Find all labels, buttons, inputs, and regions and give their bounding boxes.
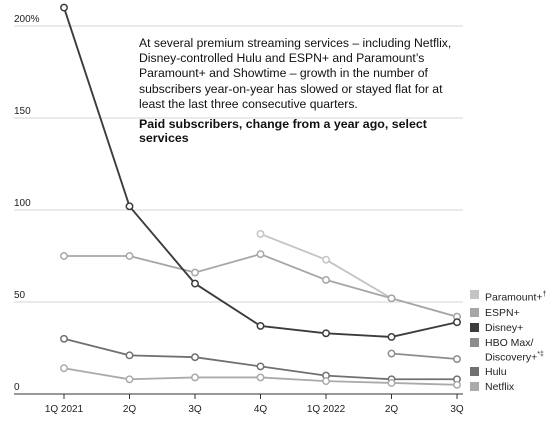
data-point <box>191 353 199 362</box>
legend-swatch-netflix <box>470 382 479 391</box>
series-espn <box>60 250 461 321</box>
data-point <box>387 379 396 387</box>
x-tick-label: 1Q 2022 <box>307 404 346 415</box>
series-line-paramount <box>260 233 458 318</box>
legend-label-espn: ESPN+ <box>485 306 520 319</box>
legend-item-hulu: Hulu <box>470 366 550 378</box>
legend-label-hulu: Hulu <box>485 366 507 378</box>
data-point <box>125 351 134 360</box>
data-point <box>60 252 68 260</box>
data-point <box>453 380 461 389</box>
series-layer <box>60 3 461 389</box>
x-tick-label: 1Q 2021 <box>45 404 84 415</box>
data-point <box>322 329 330 338</box>
data-point <box>191 279 199 288</box>
series-disney <box>60 3 461 341</box>
data-point <box>256 373 265 382</box>
data-point <box>191 373 199 382</box>
legend-swatch-espn <box>470 307 479 317</box>
data-point <box>387 294 396 303</box>
x-tick-label: 3Q <box>450 404 464 415</box>
legend-item-disney: Disney+ <box>470 322 550 334</box>
series-hbo-max-discovery <box>387 349 461 363</box>
legend-label-netflix: Netflix <box>485 381 515 393</box>
data-point <box>60 3 68 12</box>
y-tick-label: 150 <box>14 106 31 117</box>
data-point <box>387 349 396 358</box>
data-point <box>256 321 265 330</box>
y-tick-label: 50 <box>14 290 26 301</box>
legend-item-netflix: Netflix <box>470 381 550 393</box>
series-line-hulu <box>63 337 457 381</box>
legend-swatch-hulu <box>470 367 479 376</box>
legend-item-hbo: HBO Max/ Discovery+*‡ <box>470 337 550 364</box>
data-point <box>453 355 461 363</box>
x-tick-label: 3Q <box>188 404 202 415</box>
data-point <box>322 377 330 386</box>
data-point <box>125 252 134 260</box>
legend-swatch-paramount <box>470 290 479 299</box>
series-netflix <box>60 364 461 389</box>
data-point <box>125 202 134 211</box>
grid-lines <box>14 25 463 303</box>
data-point <box>322 275 330 284</box>
y-tick-label: 200% <box>14 14 40 25</box>
x-tick-label: 2Q <box>123 404 137 415</box>
axis <box>14 393 463 399</box>
data-point <box>453 318 461 327</box>
legend-footnote-mark: † <box>542 291 547 298</box>
series-paramount <box>256 229 461 321</box>
legend-label-hbo: HBO Max/ Discovery+ <box>485 336 538 363</box>
y-tick-label: 100 <box>14 198 31 209</box>
chart-annotation: At several premium streaming services – … <box>139 36 452 111</box>
data-point <box>256 229 265 238</box>
x-tick-label: 4Q <box>254 404 268 415</box>
legend: Paramount+† ESPN+ Disney+ HBO Max/ Disco… <box>470 289 550 396</box>
series-line-hbo-max-discovery <box>391 352 458 360</box>
data-point <box>256 250 265 259</box>
data-point <box>387 333 396 341</box>
legend-item-espn: ESPN+ <box>470 307 550 319</box>
data-point <box>256 362 265 371</box>
data-point <box>191 268 199 277</box>
legend-footnote-mark: *‡ <box>537 350 544 358</box>
tick-labels: 200% 150 100 50 0 1Q 2021 2Q 3Q 4Q 1Q 2022 2Q 3Q <box>14 14 464 415</box>
data-point <box>125 375 134 384</box>
legend-item-paramount: Paramount+† <box>470 289 550 304</box>
series-line-espn <box>64 253 458 318</box>
legend-label-disney: Disney+ <box>485 321 524 334</box>
data-point <box>60 334 68 343</box>
data-point <box>60 364 68 373</box>
chart-title: Paid subscribers, change from a year ago… <box>139 117 427 145</box>
legend-label-paramount: Paramount+ <box>485 291 543 304</box>
legend-swatch-disney <box>470 322 479 332</box>
x-tick-label: 2Q <box>385 404 399 415</box>
y-tick-label: 0 <box>14 382 20 393</box>
data-point <box>322 255 330 264</box>
legend-swatch-hbo <box>470 337 479 347</box>
